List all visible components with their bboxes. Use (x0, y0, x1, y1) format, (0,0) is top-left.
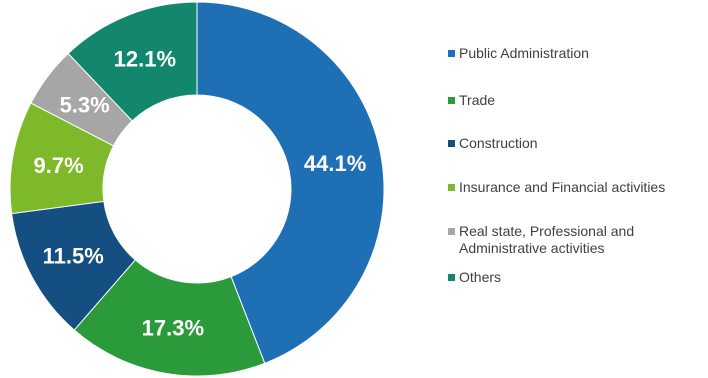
slice-value-label-2: 11.5% (43, 244, 104, 269)
legend-swatch-1 (448, 97, 455, 104)
legend-item-4: Real state, Professional and Administrat… (448, 223, 634, 257)
slice-value-label-5: 12.1% (114, 47, 176, 72)
legend-label-1: Trade (459, 92, 496, 108)
legend-swatch-3 (448, 184, 455, 191)
donut-slice-1 (73, 259, 266, 377)
legend-item-2: Construction (448, 135, 538, 152)
legend-item-1: Trade (448, 92, 495, 109)
legend-item-0: Public Administration (448, 45, 589, 62)
donut-chart: 44.1% 17.3% 11.5% 9.7% 5.3%12.1% (9, 1, 385, 377)
legend-label-4: Real state, Professional and Administrat… (459, 223, 635, 256)
legend-swatch-4 (448, 228, 455, 235)
slice-value-label-4: 5.3% (60, 93, 110, 118)
legend-label-0: Public Administration (459, 45, 589, 61)
slice-value-label-1: 17.3% (142, 315, 204, 340)
donut-slice-0 (196, 1, 385, 364)
legend-item-3: Insurance and Financial activities (448, 179, 665, 196)
legend-label-5: Others (459, 269, 502, 285)
legend-label-3: Insurance and Financial activities (459, 179, 666, 195)
legend-swatch-0 (448, 50, 455, 57)
legend-swatch-5 (448, 274, 455, 281)
legend-item-5: Others (448, 269, 501, 286)
legend-label-2: Construction (459, 135, 538, 151)
legend-swatch-2 (448, 140, 455, 147)
donut-slice-5 (67, 1, 198, 122)
slice-value-label-0: 44.1% (304, 151, 366, 176)
slice-value-label-3: 9.7% (34, 153, 84, 178)
